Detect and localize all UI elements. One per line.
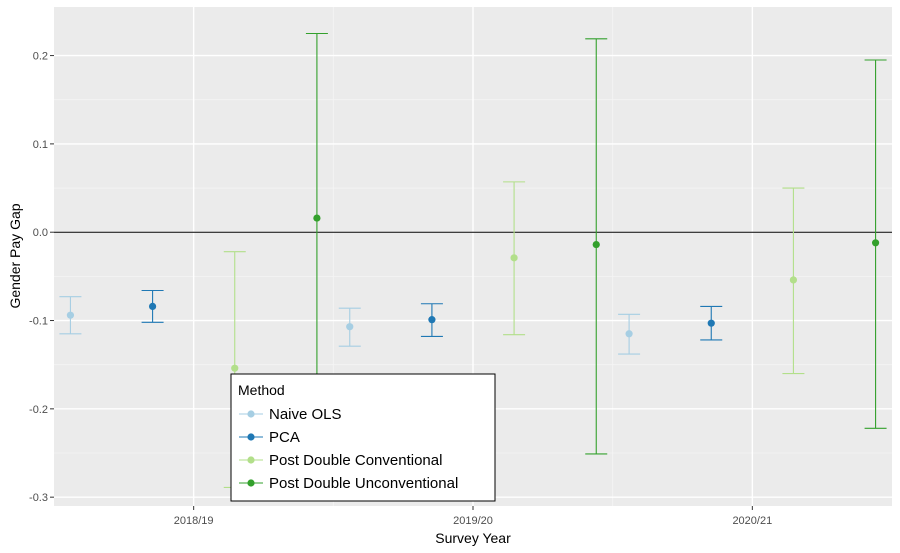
y-tick-label: -0.2 xyxy=(29,404,48,416)
legend-item: PCA xyxy=(239,429,300,446)
y-tick-label: 0.0 xyxy=(33,227,48,239)
legend-key-point xyxy=(247,410,255,418)
legend-label: Naive OLS xyxy=(269,406,342,423)
x-tick-label: 2020/21 xyxy=(732,515,772,527)
legend-key-point xyxy=(247,479,255,487)
legend: Method Naive OLS PCA Post Double Conventio… xyxy=(230,373,496,502)
error-bar-group xyxy=(864,59,887,429)
data-marks xyxy=(59,32,887,489)
x-tick-label: 2018/19 xyxy=(174,515,214,527)
data-point xyxy=(707,319,715,327)
legend-items: Naive OLS PCA Post Double Conventional Post… xyxy=(239,406,458,492)
data-point xyxy=(66,311,75,319)
data-point xyxy=(313,214,321,222)
data-point xyxy=(428,316,436,324)
error-bar-group xyxy=(59,296,82,335)
data-point xyxy=(592,240,600,249)
y-tick-label: 0.1 xyxy=(33,139,48,151)
legend-box xyxy=(230,373,496,502)
y-axis-title: Gender Pay Gap xyxy=(7,203,23,308)
data-point xyxy=(789,276,798,284)
x-axis: 2018/19 2019/20 2020/21 xyxy=(174,506,772,527)
y-tick-label: -0.3 xyxy=(29,492,48,504)
data-point xyxy=(346,323,354,331)
legend-key-point xyxy=(247,456,255,464)
data-point xyxy=(510,254,518,262)
data-point xyxy=(231,364,239,372)
error-bar-group xyxy=(585,38,608,455)
legend-title: Method xyxy=(238,382,285,398)
legend-item: Naive OLS xyxy=(239,406,342,423)
legend-label: Post Double Conventional xyxy=(269,452,442,469)
y-tick-label: -0.1 xyxy=(29,316,48,328)
legend-label: PCA xyxy=(269,429,300,446)
x-axis-title: Survey Year xyxy=(435,530,511,546)
y-tick-label: 0.2 xyxy=(33,51,48,63)
x-tick-label: 2019/20 xyxy=(453,515,493,527)
data-point xyxy=(148,302,157,310)
y-axis: -0.3 -0.2 -0.1 0.0 0.1 0.2 xyxy=(29,51,54,504)
error-bar-group xyxy=(700,305,723,341)
error-bar-group xyxy=(503,181,526,336)
legend-key-point xyxy=(247,433,255,441)
error-bar-group xyxy=(338,307,361,347)
error-bar-group xyxy=(141,289,164,323)
legend-item: Post Double Conventional xyxy=(239,452,442,469)
legend-label: Post Double Unconventional xyxy=(269,475,458,492)
data-point xyxy=(625,330,633,338)
error-bar-group xyxy=(618,313,641,355)
error-bar-group xyxy=(782,187,805,375)
error-bar-group xyxy=(420,303,443,337)
legend-item: Post Double Unconventional xyxy=(239,475,458,492)
data-point xyxy=(871,239,880,247)
